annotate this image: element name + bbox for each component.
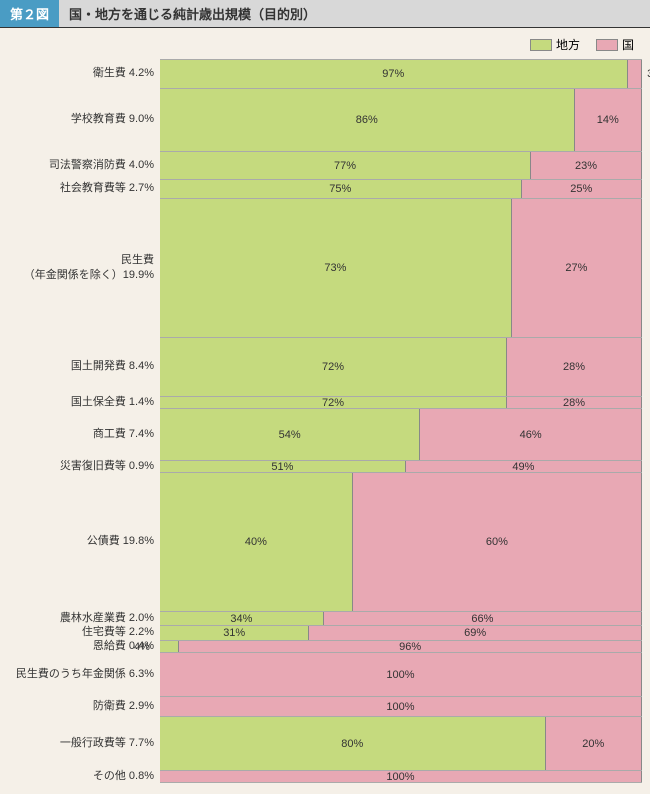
row-label: 国土保全費 1.4%: [0, 396, 160, 408]
segment-national: 28%: [507, 338, 642, 396]
row-label: 商工費 7.4%: [0, 408, 160, 460]
segment-national: 69%: [309, 626, 642, 640]
segment-national: 27%: [512, 199, 642, 337]
bar: 100%: [160, 770, 642, 783]
segment-local: 51%: [160, 461, 406, 472]
bar: 40%60%: [160, 472, 642, 612]
chart-area: 衛生費 4.2%97%3%学校教育費 9.0%86%14%司法警察消防費 4.0…: [0, 59, 650, 782]
row-label: 農林水産業費 2.0%: [0, 611, 160, 625]
bar: 75%25%: [160, 179, 642, 199]
figure-header: 第２図 国・地方を通じる純計歳出規模（目的別）: [0, 0, 650, 28]
segment-national: 25%: [522, 180, 643, 198]
segment-national: 96%: [179, 641, 642, 652]
row-label: 防衛費 2.9%: [0, 696, 160, 716]
row-label: 衛生費 4.2%: [0, 59, 160, 88]
chart-row: 防衛費 2.9%100%: [0, 696, 642, 716]
segment-national: 23%: [531, 152, 642, 179]
chart-row: 司法警察消防費 4.0%77%23%: [0, 151, 642, 179]
chart-row: 国土開発費 8.4%72%28%: [0, 337, 642, 396]
bar: 72%28%: [160, 396, 642, 409]
row-label: 社会教育費等 2.7%: [0, 179, 160, 198]
legend-swatch-local: [530, 39, 552, 51]
chart-row: 恩給費 0.4%4%96%: [0, 640, 642, 652]
row-label: 災害復旧費等 0.9%: [0, 460, 160, 472]
segment-national: 100%: [160, 771, 642, 782]
segment-national: 49%: [406, 461, 642, 472]
figure-container: 第２図 国・地方を通じる純計歳出規模（目的別） 地方 国 衛生費 4.2%97%…: [0, 0, 650, 794]
bar: 72%28%: [160, 337, 642, 397]
bar: 51%49%: [160, 460, 642, 473]
segment-local: 31%: [160, 626, 309, 640]
chart-row: 民生費のうち年金関係 6.3%100%: [0, 652, 642, 696]
row-label: 一般行政費等 7.7%: [0, 716, 160, 770]
chart-row: 一般行政費等 7.7%80%20%: [0, 716, 642, 770]
chart-row: 商工費 7.4%54%46%: [0, 408, 642, 460]
legend-label-national: 国: [622, 36, 634, 53]
legend-item-local: 地方: [530, 36, 580, 53]
segment-national: 100%: [160, 653, 642, 696]
segment-national: 20%: [546, 717, 642, 770]
segment-local: 80%: [160, 717, 546, 770]
chart-row: 衛生費 4.2%97%3%: [0, 59, 642, 88]
segment-national: 66%: [324, 612, 642, 625]
chart-row: 農林水産業費 2.0%34%66%: [0, 611, 642, 625]
figure-tag: 第２図: [0, 0, 59, 27]
bar: 4%96%: [160, 640, 642, 653]
segment-local: 72%: [160, 397, 507, 408]
segment-national: 3%: [628, 60, 642, 88]
chart-row: 民生費（年金関係を除く）19.9%73%27%: [0, 198, 642, 337]
segment-national: 100%: [160, 697, 642, 716]
chart-row: 国土保全費 1.4%72%28%: [0, 396, 642, 408]
chart-row: 災害復旧費等 0.9%51%49%: [0, 460, 642, 472]
figure-title: 国・地方を通じる純計歳出規模（目的別）: [59, 0, 650, 27]
chart-row: 社会教育費等 2.7%75%25%: [0, 179, 642, 198]
row-label: 公債費 19.8%: [0, 472, 160, 611]
bar: 34%66%: [160, 611, 642, 626]
bar: 54%46%: [160, 408, 642, 461]
row-label: 住宅費等 2.2%: [0, 625, 160, 640]
row-label: 学校教育費 9.0%: [0, 88, 160, 151]
segment-local: 75%: [160, 180, 522, 198]
segment-local: 34%: [160, 612, 324, 625]
row-label: 民生費のうち年金関係 6.3%: [0, 652, 160, 696]
chart-row: 公債費 19.8%40%60%: [0, 472, 642, 611]
row-label: 民生費（年金関係を除く）19.9%: [0, 198, 160, 337]
bar: 31%69%: [160, 625, 642, 641]
segment-local: 86%: [160, 89, 575, 151]
segment-national: 14%: [575, 89, 642, 151]
segment-local: 97%: [160, 60, 628, 88]
row-label: その他 0.8%: [0, 770, 160, 782]
legend-swatch-national: [596, 39, 618, 51]
bar: 100%: [160, 652, 642, 697]
bar: 73%27%: [160, 198, 642, 338]
bar: 77%23%: [160, 151, 642, 180]
bar: 86%14%: [160, 88, 642, 152]
legend-label-local: 地方: [556, 36, 580, 53]
bar: 80%20%: [160, 716, 642, 771]
segment-local: 73%: [160, 199, 512, 337]
segment-local: 4%: [160, 641, 179, 652]
bar: 97%3%: [160, 59, 642, 89]
chart-row: 住宅費等 2.2%31%69%: [0, 625, 642, 640]
segment-local: 54%: [160, 409, 420, 460]
segment-local: 72%: [160, 338, 507, 396]
legend: 地方 国: [0, 28, 650, 59]
segment-national: 28%: [507, 397, 642, 408]
row-label: 司法警察消防費 4.0%: [0, 151, 160, 179]
segment-local: 40%: [160, 473, 353, 611]
bar: 100%: [160, 696, 642, 717]
segment-local: 77%: [160, 152, 531, 179]
legend-item-national: 国: [596, 36, 634, 53]
segment-national: 60%: [353, 473, 642, 611]
row-label: 国土開発費 8.4%: [0, 337, 160, 396]
segment-national: 46%: [420, 409, 642, 460]
chart-row: その他 0.8%100%: [0, 770, 642, 782]
chart-row: 学校教育費 9.0%86%14%: [0, 88, 642, 151]
